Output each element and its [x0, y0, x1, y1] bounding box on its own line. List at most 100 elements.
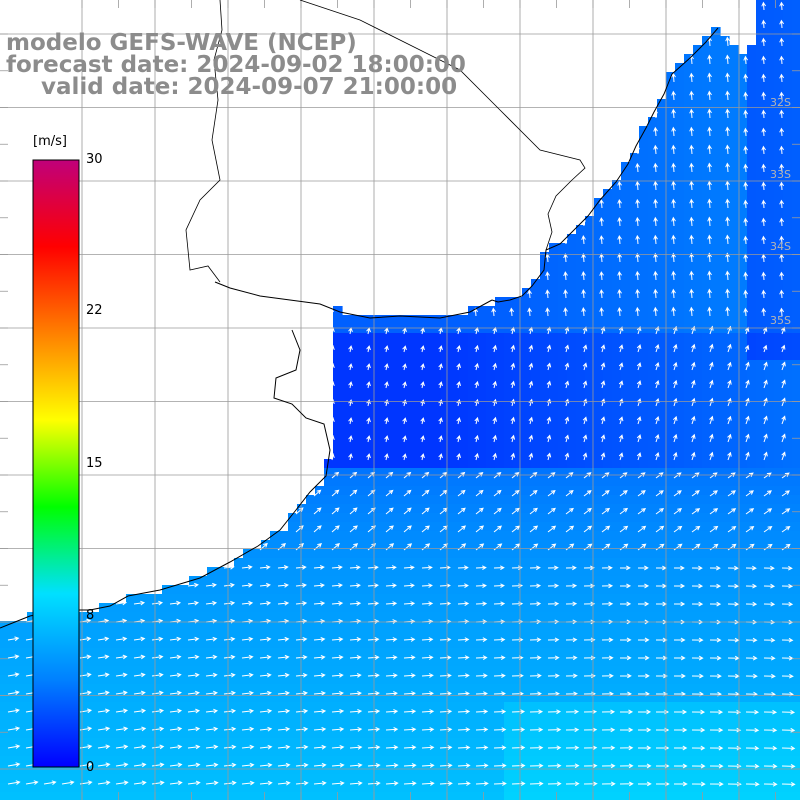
wind-speed-cell — [360, 477, 370, 487]
wind-speed-cell — [423, 342, 433, 352]
wind-speed-cell — [621, 549, 631, 559]
wind-speed-cell — [675, 252, 685, 262]
wind-speed-cell — [432, 729, 442, 739]
wind-speed-cell — [675, 459, 685, 469]
wind-arrow — [511, 525, 521, 533]
wind-speed-cell — [198, 729, 208, 739]
wind-speed-cell — [270, 720, 280, 730]
wind-speed-cell — [585, 594, 595, 604]
wind-speed-cell — [720, 153, 730, 163]
wind-speed-cell — [117, 747, 127, 757]
wind-speed-cell — [738, 666, 748, 676]
wind-speed-cell — [612, 396, 622, 406]
wind-speed-cell — [693, 360, 703, 370]
wind-speed-cell — [729, 621, 739, 631]
wind-speed-cell — [396, 468, 406, 478]
wind-speed-cell — [648, 711, 658, 721]
wind-speed-cell — [639, 153, 649, 163]
wind-speed-cell — [423, 729, 433, 739]
wind-speed-cell — [468, 405, 478, 415]
wind-speed-cell — [18, 711, 28, 721]
wind-speed-cell — [774, 720, 784, 730]
wind-speed-cell — [234, 567, 244, 577]
wind-arrow — [277, 543, 286, 551]
wind-speed-cell — [270, 576, 280, 586]
wind-arrow — [510, 416, 516, 425]
wind-speed-cell — [531, 747, 541, 757]
wind-speed-cell — [450, 441, 460, 451]
wind-speed-cell — [612, 225, 622, 235]
wind-speed-cell — [513, 378, 523, 388]
wind-speed-cell — [405, 612, 415, 622]
wind-speed-cell — [27, 621, 37, 631]
wind-speed-cell — [333, 765, 343, 775]
wind-speed-cell — [324, 747, 334, 757]
wind-speed-cell — [189, 765, 199, 775]
wind-speed-cell — [756, 18, 766, 28]
wind-speed-cell — [315, 576, 325, 586]
wind-speed-cell — [540, 702, 550, 712]
wind-speed-cell — [234, 612, 244, 622]
wind-speed-cell — [540, 297, 550, 307]
wind-speed-cell — [630, 567, 640, 577]
wind-speed-cell — [756, 576, 766, 586]
wind-arrow — [725, 198, 730, 209]
wind-speed-cell — [567, 288, 577, 298]
wind-speed-cell — [513, 360, 523, 370]
wind-arrow — [403, 489, 412, 497]
wind-speed-cell — [747, 765, 757, 775]
wind-speed-cell — [657, 666, 667, 676]
wind-speed-cell — [729, 225, 739, 235]
wind-speed-cell — [243, 675, 253, 685]
wind-speed-cell — [603, 270, 613, 280]
wind-speed-cell — [522, 621, 532, 631]
wind-speed-cell — [765, 441, 775, 451]
wind-speed-cell — [594, 531, 604, 541]
wind-speed-cell — [576, 657, 586, 667]
wind-arrow — [581, 217, 586, 227]
wind-speed-cell — [225, 666, 235, 676]
wind-speed-cell — [270, 639, 280, 649]
wind-speed-cell — [738, 756, 748, 766]
wind-speed-cell — [234, 720, 244, 730]
wind-speed-cell — [774, 783, 784, 793]
wind-speed-cell — [189, 720, 199, 730]
wind-speed-cell — [756, 387, 766, 397]
wind-speed-cell — [126, 657, 136, 667]
wind-speed-cell — [315, 630, 325, 640]
wind-speed-cell — [684, 99, 694, 109]
wind-speed-cell — [378, 405, 388, 415]
wind-speed-cell — [207, 738, 217, 748]
wind-speed-cell — [468, 504, 478, 514]
wind-speed-cell — [90, 729, 100, 739]
wind-speed-cell — [396, 540, 406, 550]
wind-speed-cell — [162, 792, 172, 800]
wind-speed-cell — [558, 612, 568, 622]
wind-speed-cell — [495, 531, 505, 541]
wind-speed-cell — [522, 351, 532, 361]
wind-arrow — [745, 472, 754, 479]
wind-speed-cell — [783, 171, 793, 181]
wind-speed-cell — [486, 513, 496, 523]
wind-speed-cell — [702, 657, 712, 667]
wind-speed-cell — [225, 783, 235, 793]
wind-speed-cell — [396, 351, 406, 361]
wind-arrow — [547, 583, 560, 589]
wind-speed-cell — [711, 459, 721, 469]
wind-speed-cell — [405, 342, 415, 352]
wind-speed-cell — [594, 306, 604, 316]
wind-speed-cell — [342, 387, 352, 397]
wind-speed-cell — [495, 576, 505, 586]
wind-speed-cell — [756, 360, 766, 370]
wind-speed-cell — [333, 567, 343, 577]
wind-speed-cell — [342, 756, 352, 766]
wind-speed-cell — [351, 729, 361, 739]
wind-speed-cell — [333, 477, 343, 487]
wind-arrow — [402, 381, 407, 389]
wind-speed-cell — [315, 756, 325, 766]
wind-speed-cell — [297, 549, 307, 559]
wind-speed-cell — [315, 612, 325, 622]
wind-speed-cell — [792, 477, 800, 487]
wind-speed-cell — [603, 225, 613, 235]
wind-speed-cell — [783, 63, 793, 73]
